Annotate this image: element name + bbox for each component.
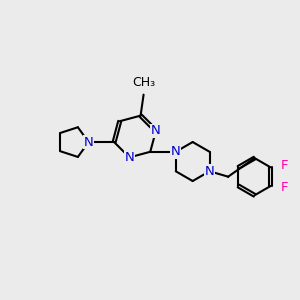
Text: CH₃: CH₃ (132, 76, 155, 89)
Text: N: N (171, 145, 181, 158)
Text: N: N (84, 136, 94, 148)
Text: N: N (205, 165, 214, 178)
Text: N: N (151, 124, 161, 137)
Text: F: F (280, 159, 288, 172)
Text: N: N (124, 151, 134, 164)
Text: F: F (280, 181, 288, 194)
